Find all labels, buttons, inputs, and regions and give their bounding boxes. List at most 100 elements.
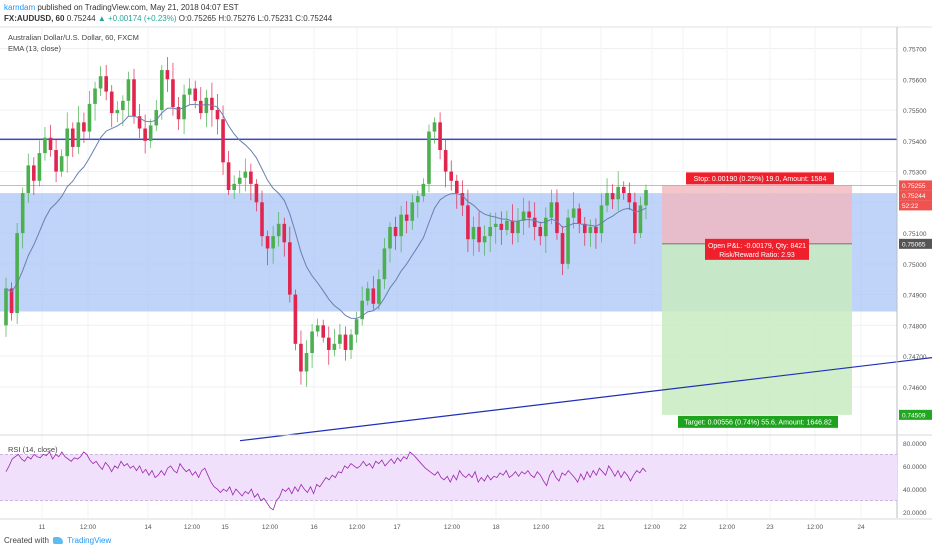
candle-body xyxy=(482,236,487,243)
candle-body xyxy=(488,226,492,237)
candle-body xyxy=(232,183,236,191)
candle-body xyxy=(338,334,342,344)
candle-body xyxy=(37,153,42,181)
candle-body xyxy=(82,122,86,132)
price-tick-label: 0.75700 xyxy=(903,47,927,54)
candle-body xyxy=(215,110,220,120)
candle-body xyxy=(343,334,348,350)
candle-body xyxy=(582,223,587,234)
candle-body xyxy=(644,190,648,206)
candle-body xyxy=(176,106,181,120)
candle-body xyxy=(315,325,320,332)
time-tick-label: 12:00 xyxy=(262,524,279,531)
candle-body xyxy=(393,226,398,237)
rsi-tick-label: 20.0000 xyxy=(903,510,927,517)
candle-body xyxy=(260,202,264,237)
change-arrow-icon: ▲ xyxy=(97,14,106,23)
position-labels: Stop: 0.00190 (0.25%) 19.0, Amount: 1584… xyxy=(678,172,838,428)
price-tick-label: 0.75400 xyxy=(903,139,927,146)
candle-body xyxy=(154,110,159,126)
tradingview-brand[interactable]: TradingView xyxy=(67,536,112,545)
time-tick-label: 12:00 xyxy=(807,524,824,531)
candle-body xyxy=(132,79,136,117)
author-link[interactable]: karndam xyxy=(4,3,36,12)
price-tick-label: 0.74800 xyxy=(903,323,927,330)
symbol-name[interactable]: FX:AUDUSD, 60 xyxy=(4,14,65,23)
time-tick-label: 16 xyxy=(310,524,318,531)
time-tick-label: 22 xyxy=(679,524,687,531)
candle-body xyxy=(87,103,92,132)
candle-body xyxy=(299,343,303,372)
candle-body xyxy=(521,211,526,221)
candle-body xyxy=(221,119,225,163)
target-label-box xyxy=(678,415,838,428)
time-tick-label: 21 xyxy=(597,524,605,531)
candle-body xyxy=(104,76,108,92)
candle-body xyxy=(20,193,25,234)
candle-body xyxy=(416,196,420,203)
ascending-trendline xyxy=(239,357,932,442)
candle-body xyxy=(538,226,543,237)
price-badge xyxy=(899,200,932,211)
price-badge xyxy=(899,409,932,420)
rsi-legend[interactable]: RSI (14, close) xyxy=(8,445,58,454)
candle-body xyxy=(627,193,632,203)
price-badge xyxy=(899,238,932,249)
candle-body xyxy=(48,137,53,151)
price-badge-text: 0.75255 xyxy=(902,183,926,190)
candle-body xyxy=(438,122,442,151)
stop-label-box xyxy=(686,172,834,185)
time-axis[interactable]: 11 12:00 14 12:00 15 12:00 16 12:00 17 12:00 18 12:… xyxy=(0,518,932,531)
candle-body xyxy=(76,122,81,147)
pnl-label-box xyxy=(705,238,809,260)
tradingview-logo-icon[interactable] xyxy=(53,537,64,545)
candle-body xyxy=(210,97,214,111)
ohlc-values: O:0.75265 H:0.75276 L:0.75231 C:0.75244 xyxy=(178,14,333,23)
publish-info: karndam published on TradingView.com, Ma… xyxy=(4,3,239,12)
candlestick-series xyxy=(4,57,648,387)
candle-body xyxy=(354,319,359,335)
candle-body xyxy=(70,128,75,147)
ema-line xyxy=(5,103,647,319)
price-axis[interactable]: 0.75700 0.75600 0.75500 0.75400 0.75300 0.752… xyxy=(896,27,932,518)
target-label-text: Target: 0.00556 (0.74%) 55.6, Amount: 16… xyxy=(684,419,832,426)
time-tick-label: 24 xyxy=(857,524,865,531)
candle-body xyxy=(527,211,531,218)
candle-body xyxy=(271,236,275,249)
candle-body xyxy=(599,205,604,234)
candle-body xyxy=(577,208,582,224)
price-tick-label: 0.74900 xyxy=(903,293,927,300)
price-badge-text: 0.75244 xyxy=(902,193,926,200)
time-tick-label: 18 xyxy=(492,524,500,531)
candle-body xyxy=(93,88,97,104)
candle-body xyxy=(377,279,381,304)
ema-legend[interactable]: EMA (13, close) xyxy=(8,44,61,53)
candle-body xyxy=(121,100,125,111)
candle-body xyxy=(404,214,409,221)
ema-series xyxy=(5,103,647,319)
candle-body xyxy=(633,202,637,234)
candle-body xyxy=(443,150,448,172)
candle-body xyxy=(605,193,609,206)
time-tick-label: 12:00 xyxy=(533,524,550,531)
publish-text: published on TradingView.com, May 21, 20… xyxy=(37,3,239,12)
candle-body xyxy=(143,128,147,141)
price-tick-label: 0.75300 xyxy=(903,170,927,177)
price-tick-label: 0.75500 xyxy=(903,108,927,115)
price-change: +0.00174 (+0.23%) xyxy=(108,14,177,23)
candle-body xyxy=(532,217,537,227)
rsi-tick-label: 80.0000 xyxy=(903,441,927,448)
candle-body xyxy=(555,202,559,234)
rsi-tick-label: 40.0000 xyxy=(903,487,927,494)
rsi-line xyxy=(5,451,647,511)
candle-body xyxy=(59,156,64,172)
candle-body xyxy=(349,334,353,350)
candle-body xyxy=(571,208,576,218)
candle-body xyxy=(193,88,198,101)
candle-body xyxy=(566,217,570,264)
candle-body xyxy=(26,165,31,194)
price-badge-text: 52:22 xyxy=(902,203,919,210)
candle-body xyxy=(126,79,131,101)
candle-body xyxy=(421,183,426,197)
